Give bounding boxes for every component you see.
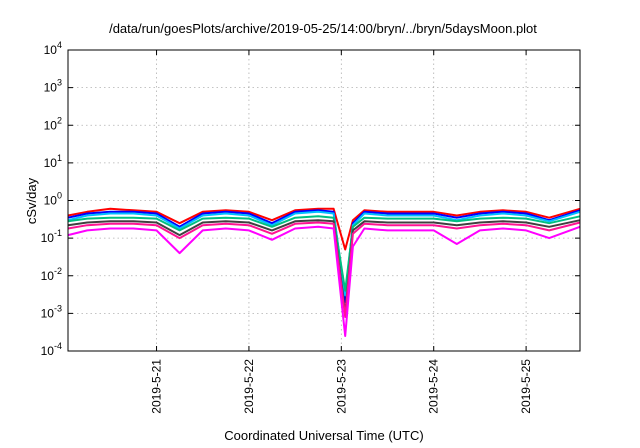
x-axis-ticks: 2019-5-21 2019-5-22 2019-5-23 2019-5-24 2019…: [150, 50, 533, 414]
x-tick-label: 2019-5-21: [150, 359, 164, 414]
series-line-6: [67, 221, 581, 318]
grid: [68, 50, 580, 351]
data-series: [67, 207, 581, 337]
y-tick-label: 10-4: [41, 341, 62, 358]
series-line-4: [67, 215, 581, 292]
series-line-5: [67, 219, 581, 315]
x-tick-label: 2019-5-24: [427, 359, 441, 414]
plot-frame: [67, 49, 581, 352]
y-tick-label: 100: [44, 191, 62, 208]
y-axis-ticks: 10-4 10-3 10-2 10-1 100 101 102 103 104: [41, 40, 580, 358]
x-tick-label: 2019-5-22: [242, 359, 256, 414]
y-axis-label: cSv/day: [24, 177, 39, 224]
y-tick-label: 102: [44, 115, 62, 132]
series-line-2: [67, 209, 581, 303]
y-tick-label: 103: [44, 78, 62, 95]
y-tick-label: 101: [44, 153, 62, 170]
y-tick-label: 104: [44, 40, 62, 57]
x-tick-label: 2019-5-23: [334, 359, 348, 414]
x-tick-label: 2019-5-25: [519, 359, 533, 414]
y-tick-label: 10-1: [41, 228, 62, 245]
y-tick-label: 10-3: [41, 303, 62, 320]
series-line-3: [67, 210, 581, 297]
y-tick-label: 10-2: [41, 266, 62, 283]
series-line-7: [67, 225, 581, 337]
chart-title: /data/run/goesPlots/archive/2019-05-25/1…: [109, 21, 537, 36]
series-line-1: [67, 207, 581, 251]
x-axis-label: Coordinated Universal Time (UTC): [224, 428, 423, 443]
